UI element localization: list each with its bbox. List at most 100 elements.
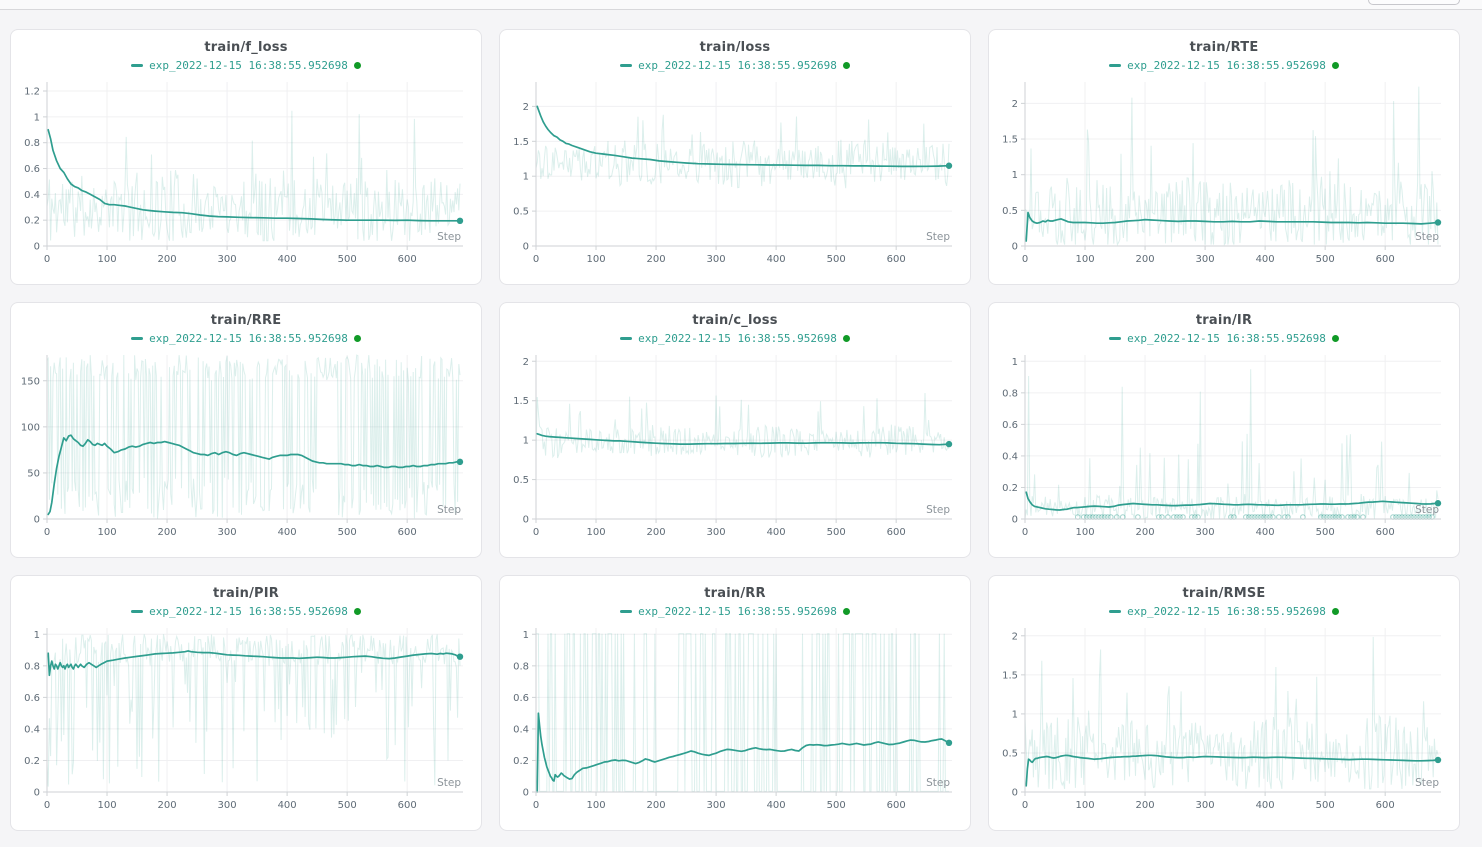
svg-text:0.4: 0.4 (24, 190, 40, 201)
svg-text:150: 150 (21, 376, 40, 387)
svg-text:400: 400 (767, 800, 786, 811)
legend-line-swatch (1109, 610, 1122, 613)
svg-text:0: 0 (1012, 242, 1018, 253)
svg-text:2: 2 (523, 357, 529, 368)
svg-text:400: 400 (767, 254, 786, 265)
legend-item[interactable]: exp_2022-12-15 16:38:55.952698 (11, 603, 481, 620)
line-chart-plot[interactable]: 0 0.2 0.4 0.6 0.8 1 0 100 200 300 400 500 600 Step (989, 347, 1459, 551)
metric-card-rmse: train/RMSE exp_2022-12-15 16:38:55.95269… (988, 575, 1460, 831)
legend-run-label: exp_2022-12-15 16:38:55.952698 (1127, 59, 1326, 72)
line-chart-plot[interactable]: 0 0.5 1 1.5 2 0 100 200 300 400 500 600 Step (989, 74, 1459, 278)
legend-run-label: exp_2022-12-15 16:38:55.952698 (638, 605, 837, 618)
svg-text:100: 100 (21, 422, 40, 433)
line-chart-plot[interactable]: 0 0.5 1 1.5 2 0 100 200 300 400 500 600 Step (989, 620, 1459, 824)
legend-run-label: exp_2022-12-15 16:38:55.952698 (149, 605, 348, 618)
line-chart-plot[interactable]: 0 0.2 0.4 0.6 0.8 1 1.2 0 100 200 300 400 500 600 Step (11, 74, 481, 278)
run-status-dot (353, 62, 361, 69)
svg-text:0.2: 0.2 (1002, 483, 1018, 494)
svg-text:Step: Step (437, 504, 461, 516)
svg-text:0: 0 (523, 788, 529, 799)
svg-text:200: 200 (158, 254, 177, 265)
metric-card-pir: train/PIR exp_2022-12-15 16:38:55.952698… (10, 575, 482, 831)
charts-grid: train/f_loss exp_2022-12-15 16:38:55.952… (0, 10, 1482, 841)
svg-text:500: 500 (338, 254, 357, 265)
legend-line-swatch (620, 337, 633, 340)
svg-text:300: 300 (218, 800, 237, 811)
line-chart-plot[interactable]: 0 0.2 0.4 0.6 0.8 1 0 100 200 300 400 500 600 Step (500, 620, 970, 824)
svg-text:200: 200 (1136, 527, 1155, 538)
legend-line-swatch (131, 337, 144, 340)
chart-title: train/RR (704, 586, 766, 601)
line-chart-plot[interactable]: 0 0.2 0.4 0.6 0.8 1 0 100 200 300 400 500 600 Step (11, 620, 481, 824)
run-status-dot (353, 335, 361, 342)
svg-text:0.8: 0.8 (1002, 388, 1018, 399)
line-chart-plot[interactable]: 0 0.5 1 1.5 2 0 100 200 300 400 500 600 Step (500, 347, 970, 551)
svg-text:1: 1 (1012, 357, 1018, 368)
metric-card-ir: train/IR exp_2022-12-15 16:38:55.952698 … (988, 302, 1460, 558)
svg-text:Step: Step (1415, 777, 1439, 789)
run-status-dot (842, 62, 850, 69)
svg-text:500: 500 (1316, 527, 1335, 538)
svg-text:100: 100 (1075, 527, 1094, 538)
legend-item[interactable]: exp_2022-12-15 16:38:55.952698 (500, 330, 970, 347)
svg-text:1.5: 1.5 (1002, 135, 1018, 146)
run-status-dot (1331, 608, 1339, 615)
svg-text:600: 600 (398, 800, 417, 811)
line-chart-plot[interactable]: 0 0.5 1 1.5 2 0 100 200 300 400 500 600 Step (500, 74, 970, 278)
svg-text:1.2: 1.2 (24, 87, 40, 98)
svg-text:400: 400 (767, 527, 786, 538)
svg-text:100: 100 (586, 800, 605, 811)
svg-text:0: 0 (44, 800, 50, 811)
svg-text:0.5: 0.5 (1002, 748, 1018, 759)
svg-text:0: 0 (533, 254, 539, 265)
svg-text:1.5: 1.5 (1002, 670, 1018, 681)
svg-text:500: 500 (338, 800, 357, 811)
svg-text:0.6: 0.6 (24, 164, 40, 175)
svg-text:200: 200 (1136, 254, 1155, 265)
svg-text:0.8: 0.8 (24, 661, 40, 672)
chart-title: train/RTE (1189, 40, 1259, 55)
svg-text:0: 0 (34, 788, 40, 799)
chart-title: train/c_loss (692, 313, 778, 328)
legend-item[interactable]: exp_2022-12-15 16:38:55.952698 (500, 603, 970, 620)
chart-title: train/loss (699, 40, 771, 55)
svg-text:0: 0 (1022, 527, 1028, 538)
metric-card-c-loss: train/c_loss exp_2022-12-15 16:38:55.952… (499, 302, 971, 558)
legend-item[interactable]: exp_2022-12-15 16:38:55.952698 (11, 57, 481, 74)
svg-text:100: 100 (1075, 254, 1094, 265)
svg-text:1: 1 (1012, 709, 1018, 720)
legend-line-swatch (131, 610, 144, 613)
svg-text:Step: Step (926, 777, 950, 789)
svg-text:600: 600 (398, 527, 417, 538)
svg-text:200: 200 (647, 527, 666, 538)
legend-run-label: exp_2022-12-15 16:38:55.952698 (149, 332, 348, 345)
run-status-dot (1331, 335, 1339, 342)
chart-title: train/f_loss (204, 40, 288, 55)
svg-text:1: 1 (523, 630, 529, 641)
legend-item[interactable]: exp_2022-12-15 16:38:55.952698 (989, 603, 1459, 620)
collapse-panel-button[interactable] (1368, 0, 1460, 5)
legend-run-label: exp_2022-12-15 16:38:55.952698 (638, 59, 837, 72)
svg-text:0.2: 0.2 (513, 756, 529, 767)
chart-title: train/PIR (212, 586, 280, 601)
svg-text:500: 500 (827, 254, 846, 265)
legend-line-swatch (620, 64, 633, 67)
svg-text:300: 300 (218, 254, 237, 265)
top-bar (0, 0, 1482, 10)
metric-card-rr: train/RR exp_2022-12-15 16:38:55.952698 … (499, 575, 971, 831)
legend-item[interactable]: exp_2022-12-15 16:38:55.952698 (989, 330, 1459, 347)
svg-text:400: 400 (278, 527, 297, 538)
svg-text:2: 2 (1012, 99, 1018, 110)
svg-text:600: 600 (398, 254, 417, 265)
run-status-dot (1331, 62, 1339, 69)
legend-item[interactable]: exp_2022-12-15 16:38:55.952698 (989, 57, 1459, 74)
metric-card-rre: train/RRE exp_2022-12-15 16:38:55.952698… (10, 302, 482, 558)
legend-item[interactable]: exp_2022-12-15 16:38:55.952698 (11, 330, 481, 347)
svg-text:Step: Step (1415, 504, 1439, 516)
run-status-dot (353, 608, 361, 615)
svg-text:300: 300 (707, 254, 726, 265)
svg-text:1: 1 (34, 112, 40, 123)
line-chart-plot[interactable]: 0 50 100 150 0 100 200 300 400 500 600 Step (11, 347, 481, 551)
legend-item[interactable]: exp_2022-12-15 16:38:55.952698 (500, 57, 970, 74)
svg-text:200: 200 (158, 800, 177, 811)
